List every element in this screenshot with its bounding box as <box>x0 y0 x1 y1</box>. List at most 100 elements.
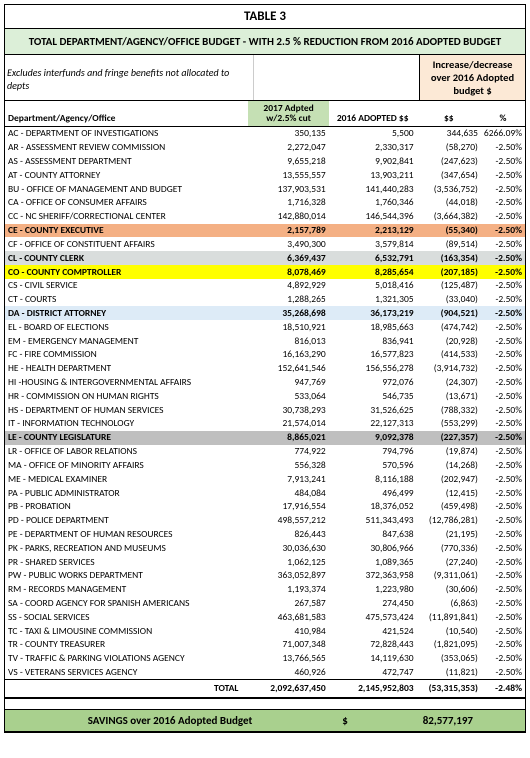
dollar-change: (202,947) <box>417 472 481 486</box>
adopted-2016: 3,579,814 <box>329 237 417 251</box>
adpt-2017: 6,369,437 <box>248 251 328 265</box>
pct-change: -2.50% <box>481 445 525 459</box>
col-2016-adopted: 2016 ADOPTED $$ <box>329 101 417 126</box>
adpt-2017: 1,288,265 <box>248 293 328 307</box>
adpt-2017: 21,574,014 <box>248 417 328 431</box>
pct-change: -2.50% <box>481 500 525 514</box>
table-row: CF - OFFICE OF CONSTITUENT AFFAIRS3,490,… <box>5 237 525 251</box>
col-2017-adpted: 2017 Adpted w/2.5% cut <box>248 101 328 126</box>
pct-change: -2.50% <box>481 168 525 182</box>
pct-change: -2.50% <box>481 569 525 583</box>
adpt-2017: 8,078,469 <box>248 265 328 279</box>
pct-change: -2.50% <box>481 362 525 376</box>
pct-change: -2.50% <box>481 472 525 486</box>
adpt-2017: 816,013 <box>248 334 328 348</box>
label: EL - BOARD OF ELECTIONS <box>5 320 248 334</box>
adpt-2017: 16,163,290 <box>248 348 328 362</box>
pct-change: 6266.09% <box>481 126 525 140</box>
pct-change: -2.50% <box>481 210 525 224</box>
dollar-change: (11,821) <box>417 666 481 680</box>
dollar-change: (33,040) <box>417 293 481 307</box>
adopted-2016: 794,796 <box>329 445 417 459</box>
dollar-change: (163,354) <box>417 251 481 265</box>
adpt-2017: 13,555,557 <box>248 168 328 182</box>
label: CA - OFFICE OF CONSUMER AFFAIRS <box>5 196 248 210</box>
label: CT - COURTS <box>5 293 248 307</box>
dollar-change: (12,415) <box>417 486 481 500</box>
dollar-change: (58,270) <box>417 141 481 155</box>
pct-change: -2.50% <box>481 403 525 417</box>
adpt-2017: 9,655,218 <box>248 155 328 169</box>
dollar-change: (44,018) <box>417 196 481 210</box>
dollar-change: (904,521) <box>417 306 481 320</box>
pct-change: -2.50% <box>481 389 525 403</box>
adopted-2016: 972,076 <box>329 376 417 390</box>
dollar-change: (24,307) <box>417 376 481 390</box>
adpt-2017: 410,984 <box>248 624 328 638</box>
table-row: AC - DEPARTMENT OF INVESTIGATIONS350,135… <box>5 126 525 140</box>
table-row: AT - COUNTY ATTORNEY13,555,55713,903,211… <box>5 168 525 182</box>
adpt-2017: 350,135 <box>248 126 328 140</box>
adopted-2016: 274,450 <box>329 597 417 611</box>
pct-change: -2.50% <box>481 527 525 541</box>
pct-change: -2.50% <box>481 251 525 265</box>
dollar-change: (347,654) <box>417 168 481 182</box>
adopted-2016: 421,524 <box>329 624 417 638</box>
adopted-2016: 22,127,313 <box>329 417 417 431</box>
dollar-change: (3,536,752) <box>417 182 481 196</box>
total-change: (53,315,353) <box>417 680 481 698</box>
increase-decrease-header: Increase/decrease over 2016 Adopted budg… <box>419 55 525 100</box>
adopted-2016: 9,092,378 <box>329 431 417 445</box>
adpt-2017: 363,052,897 <box>248 569 328 583</box>
table-row: PR - SHARED SERVICES1,062,1251,089,365(2… <box>5 555 525 569</box>
table-row: DA - DISTRICT ATTORNEY35,268,69836,173,2… <box>5 306 525 320</box>
label: CC - NC SHERIFF/CORRECTIONAL CENTER <box>5 210 248 224</box>
total-label: TOTAL <box>5 680 248 698</box>
adopted-2016: 511,343,493 <box>329 514 417 528</box>
adopted-2016: 1,223,980 <box>329 583 417 597</box>
table-row: LR - OFFICE OF LABOR RELATIONS774,922794… <box>5 445 525 459</box>
adpt-2017: 35,268,698 <box>248 306 328 320</box>
dollar-change: (3,664,382) <box>417 210 481 224</box>
adopted-2016: 8,285,654 <box>329 265 417 279</box>
pct-change: -2.50% <box>481 237 525 251</box>
adopted-2016: 1,760,346 <box>329 196 417 210</box>
dollar-change: (459,498) <box>417 500 481 514</box>
adopted-2016: 156,556,278 <box>329 362 417 376</box>
pct-change: -2.50% <box>481 624 525 638</box>
dollar-change: (12,786,281) <box>417 514 481 528</box>
adopted-2016: 36,173,219 <box>329 306 417 320</box>
pct-change: -2.50% <box>481 555 525 569</box>
table-row: TV - TRAFFIC & PARKING VIOLATIONS AGENCY… <box>5 652 525 666</box>
pct-change: -2.50% <box>481 652 525 666</box>
label: PB - PROBATION <box>5 500 248 514</box>
adpt-2017: 826,443 <box>248 527 328 541</box>
label: HE - HEALTH DEPARTMENT <box>5 362 248 376</box>
col-dollar-change: $$ <box>417 101 481 126</box>
adpt-2017: 4,892,929 <box>248 279 328 293</box>
table-row: PB - PROBATION17,916,55418,376,052(459,4… <box>5 500 525 514</box>
pct-change: -2.50% <box>481 376 525 390</box>
total-pct: -2.48% <box>481 680 525 698</box>
savings-dollar-sign: $ <box>335 710 355 731</box>
table-row: LE - COUNTY LEGISLATURE8,865,0219,092,37… <box>5 431 525 445</box>
adpt-2017: 463,681,583 <box>248 610 328 624</box>
table-row: HS - DEPARTMENT OF HUMAN SERVICES30,738,… <box>5 403 525 417</box>
pct-change: -2.50% <box>481 279 525 293</box>
adpt-2017: 3,490,300 <box>248 237 328 251</box>
table-row: BU - OFFICE OF MANAGEMENT AND BUDGET137,… <box>5 182 525 196</box>
adopted-2016: 16,577,823 <box>329 348 417 362</box>
adopted-2016: 8,116,188 <box>329 472 417 486</box>
adpt-2017: 2,157,789 <box>248 224 328 238</box>
table-row: FC - FIRE COMMISSION16,163,29016,577,823… <box>5 348 525 362</box>
dollar-change: (227,357) <box>417 431 481 445</box>
pct-change: -2.50% <box>481 155 525 169</box>
adopted-2016: 2,213,129 <box>329 224 417 238</box>
pct-change: -2.50% <box>481 334 525 348</box>
table-row: PW - PUBLIC WORKS DEPARTMENT363,052,8973… <box>5 569 525 583</box>
table-row: CO - COUNTY COMPTROLLER8,078,4698,285,65… <box>5 265 525 279</box>
table-row: CA - OFFICE OF CONSUMER AFFAIRS1,716,328… <box>5 196 525 210</box>
dollar-change: (11,891,841) <box>417 610 481 624</box>
total-2016: 2,145,952,803 <box>329 680 417 698</box>
adopted-2016: 5,500 <box>329 126 417 140</box>
